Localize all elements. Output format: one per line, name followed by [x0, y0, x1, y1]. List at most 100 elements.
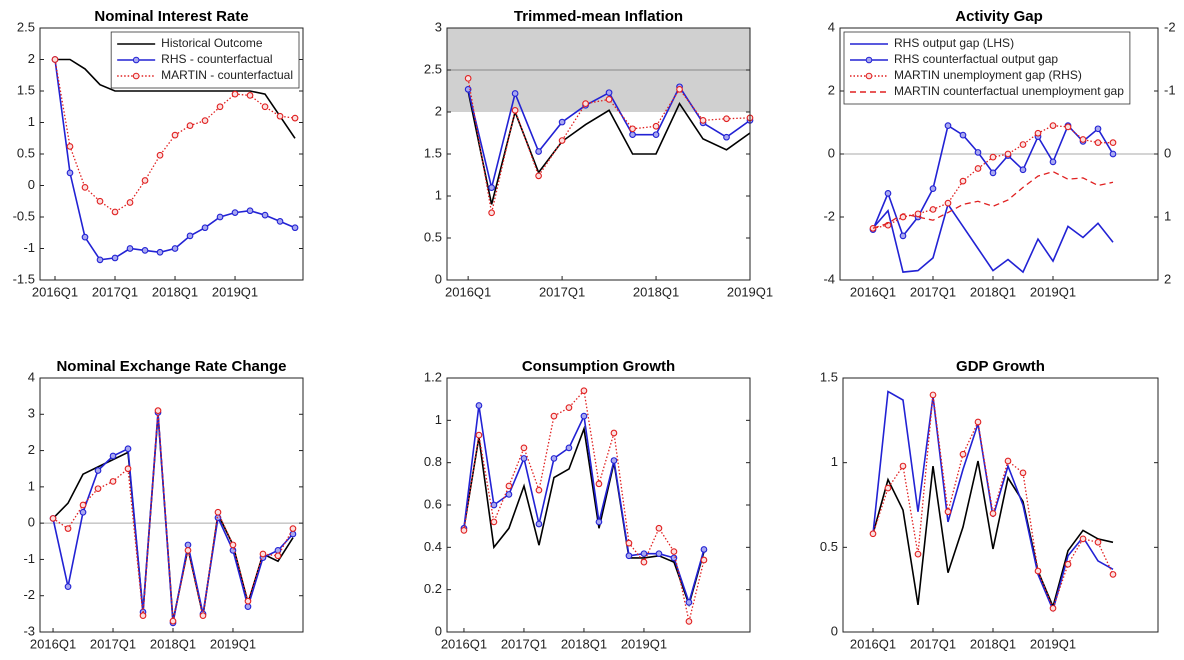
series-marker	[1004, 457, 1012, 465]
series-line	[463, 425, 705, 608]
series-marker	[186, 232, 194, 240]
y-tick-label: -1	[23, 551, 35, 566]
y-tick-label: -1	[23, 240, 35, 255]
series-marker	[511, 106, 519, 114]
series-line	[52, 410, 294, 622]
series-marker	[81, 184, 89, 191]
y-tick-label: 2.5	[424, 61, 442, 76]
series-marker	[1109, 571, 1117, 578]
x-tick-label: 2016Q1	[441, 636, 487, 651]
plot-frame	[842, 377, 1159, 633]
y-tick-label: 1.5	[820, 369, 838, 384]
y-tick-label: 3	[435, 19, 442, 34]
legend-marker	[132, 56, 140, 64]
series-line	[872, 170, 1114, 229]
x-tick-label: 2019Q1	[210, 636, 256, 651]
series-marker	[490, 501, 498, 509]
series-marker	[676, 85, 683, 93]
series-marker	[490, 518, 498, 526]
series-marker	[989, 169, 997, 177]
series-line	[872, 460, 1114, 610]
series-marker	[974, 149, 982, 156]
y-tick-label: 1	[28, 114, 35, 129]
series-marker	[64, 525, 72, 532]
series-marker	[214, 508, 222, 516]
y-tick-label: 1	[435, 187, 442, 202]
series-marker	[625, 539, 633, 547]
series-marker	[1019, 469, 1027, 477]
series-marker	[1004, 150, 1012, 158]
series-marker	[126, 199, 134, 206]
series-marker	[1094, 538, 1102, 546]
series-marker	[700, 556, 708, 564]
series-marker	[610, 457, 618, 464]
series-marker	[229, 541, 237, 549]
series-marker	[1064, 123, 1072, 131]
series-marker	[989, 153, 997, 161]
series-marker	[201, 224, 209, 232]
series-marker	[246, 92, 254, 99]
series-marker	[94, 485, 102, 493]
y2-tick-label: 1	[1164, 208, 1171, 223]
series-marker	[884, 484, 892, 492]
plot-frame	[839, 27, 1159, 281]
y-tick-label: 2	[28, 442, 35, 457]
series-marker	[291, 224, 299, 232]
legend: Historical Outcome RHS - counterfactual MA…	[110, 31, 300, 89]
x-tick-label: 2017Q1	[90, 636, 136, 651]
series-marker	[605, 96, 613, 103]
y-tick-label: 0.2	[424, 581, 442, 596]
x-tick-label: 2019Q1	[1030, 284, 1076, 299]
y-tick-label: -2	[823, 208, 835, 223]
series-marker	[959, 131, 967, 139]
x-tick-label: 2019Q1	[212, 284, 258, 299]
x-tick-label: 2019Q1	[1030, 636, 1076, 651]
y-tick-label: 1	[28, 478, 35, 493]
x-tick-label: 2016Q1	[32, 284, 78, 299]
series-marker	[699, 117, 707, 124]
plot-frame	[446, 27, 751, 281]
series-marker	[582, 100, 589, 107]
y-tick-label: 2	[828, 82, 835, 97]
legend: RHS output gap (LHS) RHS counterfactual o…	[843, 31, 1131, 105]
y-tick-label: 2	[28, 51, 35, 66]
legend-label: MARTIN counterfactual unemployment gap	[894, 84, 1124, 98]
series-marker	[475, 402, 483, 409]
x-tick-label: 2019Q1	[621, 636, 667, 651]
y2-tick-label: -1	[1164, 82, 1176, 97]
x-tick-label: 2018Q1	[561, 636, 607, 651]
y-tick-label: 1	[831, 454, 838, 469]
series-marker	[520, 455, 528, 462]
series-marker	[291, 114, 299, 122]
series-marker	[869, 530, 877, 538]
series-marker	[723, 115, 730, 123]
legend-box	[843, 31, 1131, 105]
y-tick-label: 0.8	[424, 454, 442, 469]
x-tick-label: 2018Q1	[152, 284, 198, 299]
series-marker	[558, 137, 566, 144]
y-tick-label: 2	[435, 103, 442, 118]
series-marker	[154, 407, 162, 415]
series-marker	[1049, 604, 1057, 612]
series-marker	[94, 467, 102, 474]
series-line	[52, 414, 294, 622]
series-marker	[535, 172, 542, 180]
series-line	[872, 202, 1114, 274]
series-marker	[49, 515, 57, 522]
series-marker	[685, 618, 693, 625]
y-tick-label: 1.2	[424, 369, 442, 384]
series-marker	[261, 103, 269, 111]
series-marker	[201, 117, 209, 124]
y-tick-label: 3	[28, 406, 35, 421]
series-marker	[558, 118, 566, 126]
series-marker	[700, 546, 708, 553]
series-marker	[156, 151, 164, 159]
series-marker	[276, 218, 284, 225]
series-marker	[899, 462, 907, 470]
series-marker	[488, 184, 495, 191]
series-line	[55, 58, 296, 139]
series-marker	[184, 541, 192, 549]
series-marker	[124, 445, 132, 453]
chart-title: Consumption Growth	[522, 358, 675, 375]
plot-frame	[446, 377, 751, 633]
